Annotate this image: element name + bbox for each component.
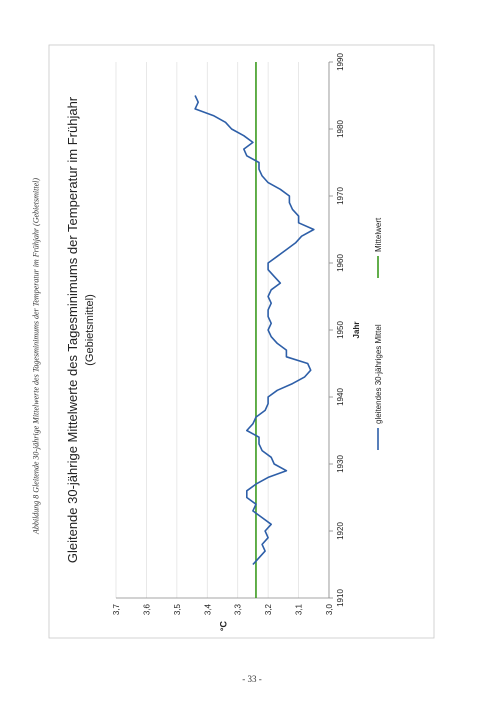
y-tick-label: 3,2 [264,603,273,615]
rotated-chart-group: Gleitende 30-jährige Mittelwerte des Tag… [65,53,383,632]
legend-label-moving-average: gleitendes 30-jähriges Mittel [374,324,383,424]
chart-title: Gleitende 30-jährige Mittelwerte des Tag… [65,96,80,563]
y-tick-label: 3,4 [203,603,212,615]
x-tick-label: 1960 [336,254,345,272]
y-tick-label: 3,5 [173,603,182,615]
chart-frame [48,44,435,639]
y-tick-label: 3,3 [234,603,243,615]
page-number: - 33 - [242,674,262,684]
y-tick-label: 3,0 [325,603,334,615]
x-tick-label: 1940 [336,388,345,406]
x-tick-label: 1910 [336,589,345,607]
x-tick-label: 1970 [336,187,345,205]
x-tick-label: 1920 [336,522,345,540]
x-tick-label: 1950 [336,321,345,339]
y-tick-label: 3,7 [112,603,121,615]
y-tick-label: 3,1 [295,603,304,615]
legend-label-mean: Mittelwert [374,217,383,252]
x-tick-label: 1930 [336,455,345,473]
chart-plot-root: Gleitende 30-jährige Mittelwerte des Tag… [65,53,383,632]
chart-subtitle: (Gebietsmittel) [84,294,96,366]
y-tick-label: 3,6 [142,603,151,615]
x-axis-title: Jahr [352,322,361,339]
x-tick-label: 1990 [336,53,345,71]
series-line-moving-average [194,95,315,566]
x-tick-label: 1980 [336,120,345,138]
y-axis-title: °C [219,620,229,631]
